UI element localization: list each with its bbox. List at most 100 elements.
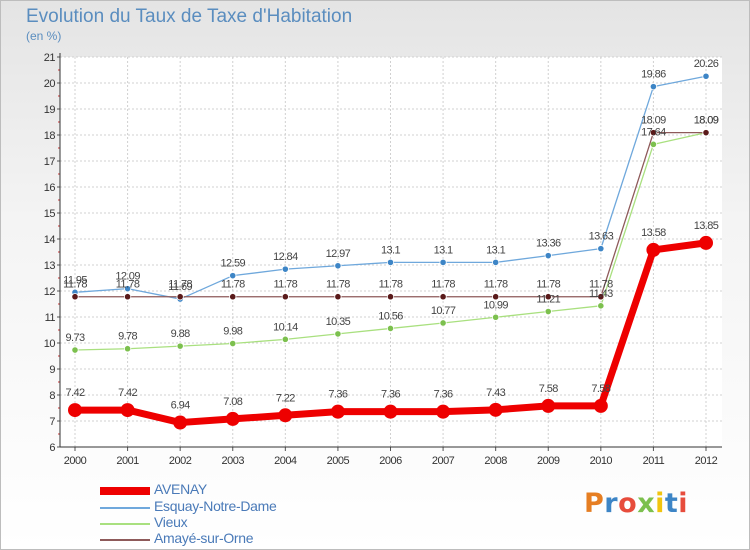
legend-swatch-avenay [100, 487, 150, 495]
y-tick-label: 12 [44, 286, 56, 298]
data-label-amaye-sur-orne: 11.78 [536, 279, 560, 291]
data-point-esquay-notre-dame [229, 272, 237, 280]
data-point-avenay [120, 403, 135, 418]
y-tick-label: 15 [44, 208, 56, 220]
data-point-amaye-sur-orne [334, 293, 342, 301]
legend-item-esquay: Esquay-Notre-Dame [100, 498, 360, 517]
y-tick-label: 17 [44, 156, 56, 168]
y-tick-label: 6 [49, 442, 55, 454]
chart-title: Evolution du Taux de Taxe d'Habitation [26, 6, 353, 27]
x-tick-label: 2007 [432, 455, 455, 467]
data-label-vieux: 10.14 [273, 321, 298, 333]
data-label-esquay-notre-dame: 12.97 [326, 248, 351, 260]
data-point-amaye-sur-orne [123, 293, 132, 301]
data-point-amaye-sur-orne [702, 129, 710, 137]
y-tick-label: 13 [44, 260, 56, 272]
data-label-amaye-sur-orne: 11.78 [273, 279, 297, 291]
legend-item-vieux: Vieux [100, 514, 360, 533]
y-tick-label: 21 [44, 52, 56, 64]
data-label-vieux: 10.99 [483, 299, 508, 311]
data-point-amaye-sur-orne [229, 293, 237, 301]
data-label-vieux: 10.77 [431, 305, 456, 317]
proxiti-logo: Proxiti [584, 488, 688, 519]
y-tick-label: 8 [49, 390, 55, 402]
data-label-amaye-sur-orne: 11.78 [379, 279, 403, 291]
y-tick-label: 11 [45, 312, 56, 324]
data-label-amaye-sur-orne: 11.78 [589, 279, 613, 291]
data-label-avenay: 7.36 [328, 389, 347, 401]
logo-letter: P [584, 488, 605, 519]
data-label-vieux: 9.78 [118, 331, 137, 343]
data-label-amaye-sur-orne: 18.09 [641, 115, 666, 127]
data-point-esquay-notre-dame [281, 265, 289, 273]
y-tick-label: 10 [44, 338, 56, 350]
data-point-vieux [176, 342, 184, 350]
data-point-esquay-notre-dame [544, 252, 552, 260]
legend-swatch-esquay [100, 507, 150, 509]
data-label-vieux: 18.09 [694, 115, 719, 127]
data-point-esquay-notre-dame [386, 258, 395, 266]
data-point-avenay [330, 404, 345, 419]
logo-letter: i [655, 488, 665, 519]
data-labels: 11.95 12.09 11.69 12.59 12.84 12.97 13.1 13.1 13… [63, 58, 719, 411]
data-label-esquay-notre-dame: 12.59 [220, 258, 245, 270]
data-label-vieux: 9.88 [171, 328, 190, 340]
data-label-avenay: 7.22 [276, 392, 295, 404]
legend-item-amaye: Amayé-sur-Orne [100, 530, 360, 549]
x-tick-label: 2010 [590, 455, 613, 467]
x-tick-label: 2000 [64, 455, 87, 467]
y-tick-label: 18 [44, 130, 56, 142]
data-label-amaye-sur-orne: 11.78 [431, 279, 455, 291]
data-label-avenay: 13.85 [694, 220, 719, 232]
data-point-avenay [383, 404, 398, 419]
data-point-vieux [386, 324, 395, 333]
legend-label-vieux: Vieux [154, 514, 188, 530]
data-point-avenay [68, 403, 82, 418]
data-label-amaye-sur-orne: 11.78 [484, 279, 508, 291]
legend-item-avenay: AVENAY [100, 481, 360, 500]
data-point-vieux [649, 140, 658, 148]
data-label-avenay: 7.36 [434, 389, 453, 401]
data-label-avenay: 7.43 [486, 387, 505, 399]
x-tick-label: 2008 [484, 455, 507, 467]
data-point-esquay-notre-dame [597, 245, 605, 253]
data-point-vieux [71, 346, 79, 354]
data-point-amaye-sur-orne [597, 293, 605, 301]
data-point-avenay [541, 398, 556, 413]
data-point-amaye-sur-orne [281, 293, 289, 301]
data-point-vieux [492, 313, 500, 321]
data-point-vieux [597, 302, 605, 310]
data-label-avenay: 7.42 [65, 387, 84, 399]
data-point-amaye-sur-orne [386, 293, 395, 301]
data-label-avenay: 13.58 [641, 227, 666, 239]
data-label-esquay-notre-dame: 12.09 [115, 271, 140, 283]
data-label-vieux: 11.43 [589, 288, 613, 300]
data-label-esquay-notre-dame: 13.1 [434, 244, 453, 256]
data-point-esquay-notre-dame [492, 258, 500, 266]
logo-letter: t [664, 488, 679, 519]
data-label-vieux: 10.35 [326, 316, 351, 328]
data-label-vieux: 9.98 [223, 326, 242, 338]
data-point-avenay [646, 242, 661, 257]
data-point-esquay-notre-dame [123, 285, 132, 293]
data-label-esquay-notre-dame: 11.69 [168, 281, 192, 293]
data-point-esquay-notre-dame [702, 72, 710, 80]
x-tick-label: 2003 [222, 455, 245, 467]
data-point-avenay [278, 408, 293, 423]
data-point-avenay [699, 235, 713, 250]
x-tick-label: 2009 [537, 455, 560, 467]
chart-unit: (en %) [26, 29, 62, 43]
y-tick-label: 16 [44, 182, 56, 194]
data-label-vieux: 9.73 [65, 332, 84, 344]
data-point-esquay-notre-dame [439, 258, 447, 266]
logo-letter: i [678, 488, 689, 519]
data-label-amaye-sur-orne: 11.78 [168, 279, 192, 291]
x-tick-label: 2012 [695, 455, 718, 467]
data-label-avenay: 7.58 [539, 383, 558, 395]
data-label-avenay: 7.58 [591, 383, 610, 395]
data-label-avenay: 7.42 [118, 387, 137, 399]
data-label-vieux: 17.64 [641, 126, 666, 138]
data-point-esquay-notre-dame [649, 83, 658, 91]
data-point-amaye-sur-orne [649, 129, 658, 137]
